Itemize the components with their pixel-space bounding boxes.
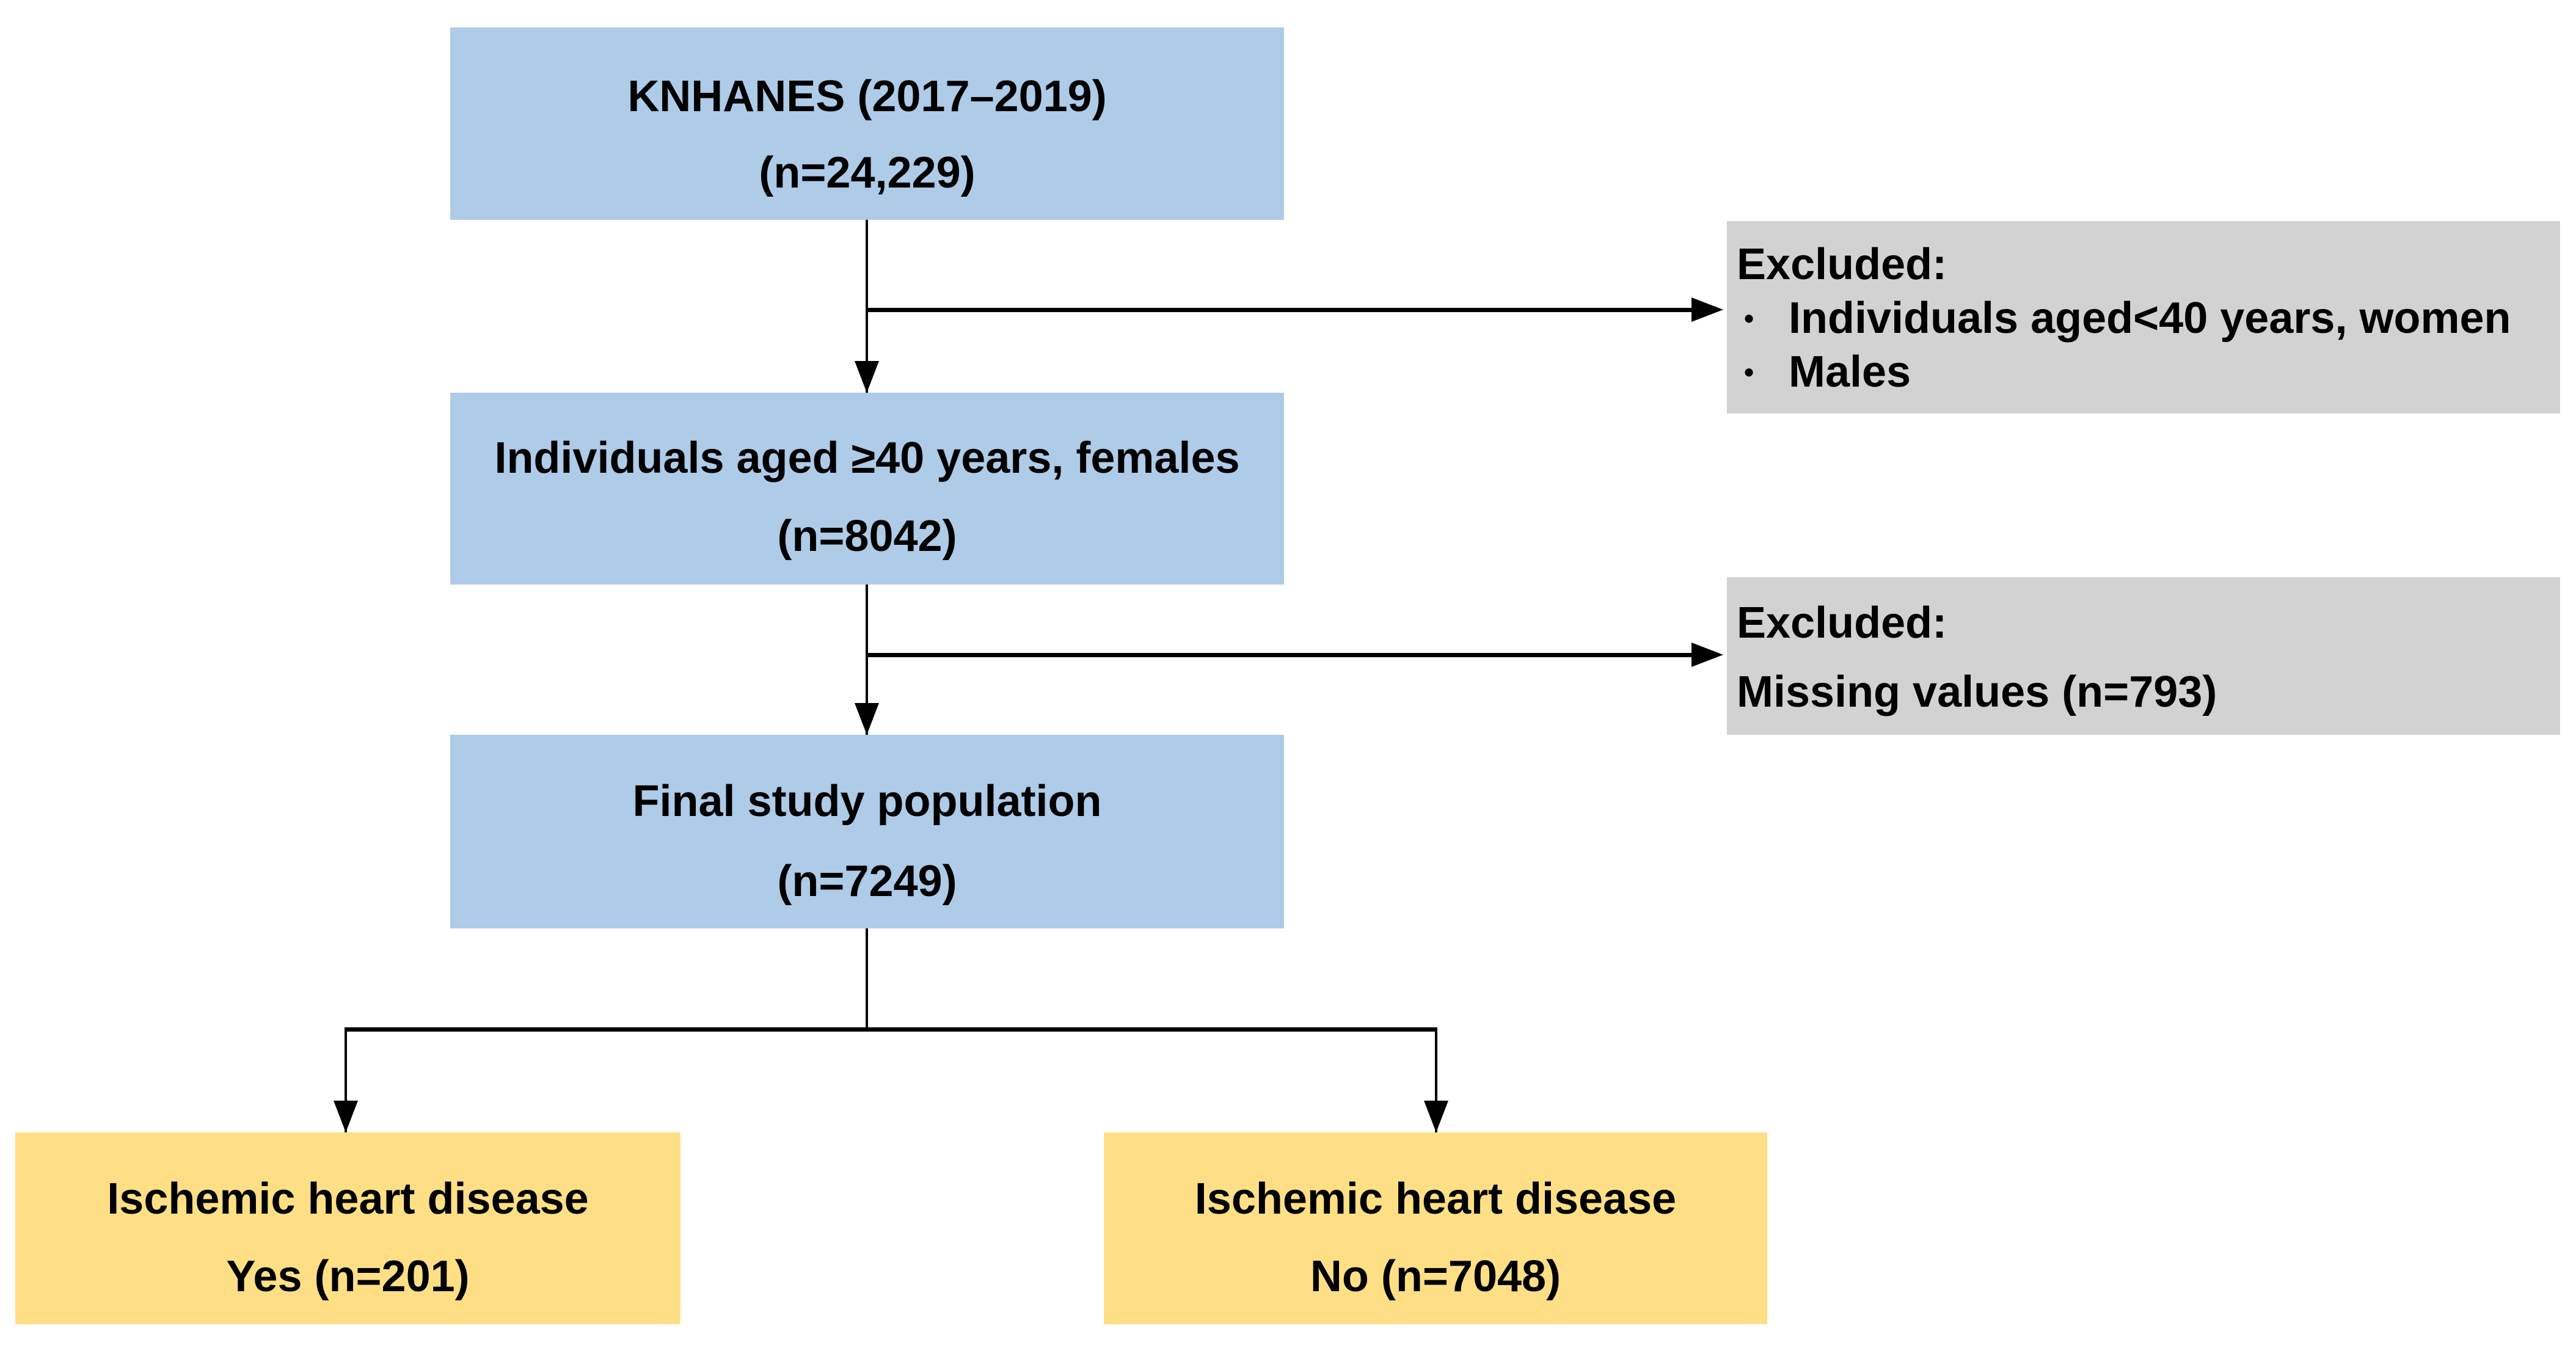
node-eligible-females: Individuals aged ≥40 years, females (n=8… [450,393,1284,585]
connector-branch-horizontal [345,1027,1437,1032]
outcome-no-count: No (n=7048) [1310,1252,1561,1301]
outcome-yes-count: Yes (n=201) [226,1252,470,1301]
arrowhead-right-icon [1691,643,1723,667]
node-final-population: Final study population (n=7249) [450,735,1284,928]
connector-eligible-to-final [866,585,868,735]
arrowhead-down-icon [855,361,879,393]
excluded-first-item-row: • Males [1737,345,2554,399]
node-eligible-count: (n=8042) [777,512,957,561]
connector-source-to-eligible [866,220,868,393]
excluded-first-item-2: Males [1789,348,1911,396]
connector-to-excluded-second [867,653,1691,657]
outcome-yes-title: Ischemic heart disease [107,1175,589,1223]
node-outcome-yes: Ischemic heart disease Yes (n=201) [15,1132,680,1324]
node-knhanes-count: (n=24,229) [759,148,976,197]
excluded-first-item-row: • Individuals aged<40 years, women [1737,291,2554,345]
node-eligible-title: Individuals aged ≥40 years, females [494,434,1240,483]
arrowhead-down-icon [1424,1101,1448,1132]
node-knhanes-source: KNHANES (2017–2019) (n=24,229) [450,27,1284,220]
excluded-second-title: Excluded: [1737,599,1947,647]
connector-to-excluded-first [867,308,1691,312]
arrowhead-right-icon [1691,297,1723,322]
excluded-first-title: Excluded: [1737,240,1947,289]
excluded-first-item-1: Individuals aged<40 years, women [1789,294,2511,343]
node-knhanes-title: KNHANES (2017–2019) [627,72,1107,121]
connector-final-to-branch [866,928,868,1032]
node-excluded-first: Excluded: • Individuals aged<40 years, w… [1727,221,2560,414]
node-final-count: (n=7249) [777,857,957,906]
arrowhead-down-icon [855,703,879,735]
bullet-icon: • [1744,302,1754,334]
connector-branch-to-no [1435,1027,1437,1132]
bullet-icon: • [1744,356,1754,388]
node-outcome-no: Ischemic heart disease No (n=7048) [1104,1132,1767,1324]
node-final-title: Final study population [632,777,1102,826]
excluded-second-detail: Missing values (n=793) [1737,668,2217,716]
arrowhead-down-icon [334,1101,358,1132]
outcome-no-title: Ischemic heart disease [1194,1175,1677,1223]
node-excluded-second: Excluded: Missing values (n=793) [1727,577,2560,735]
connector-branch-to-yes [345,1027,347,1132]
